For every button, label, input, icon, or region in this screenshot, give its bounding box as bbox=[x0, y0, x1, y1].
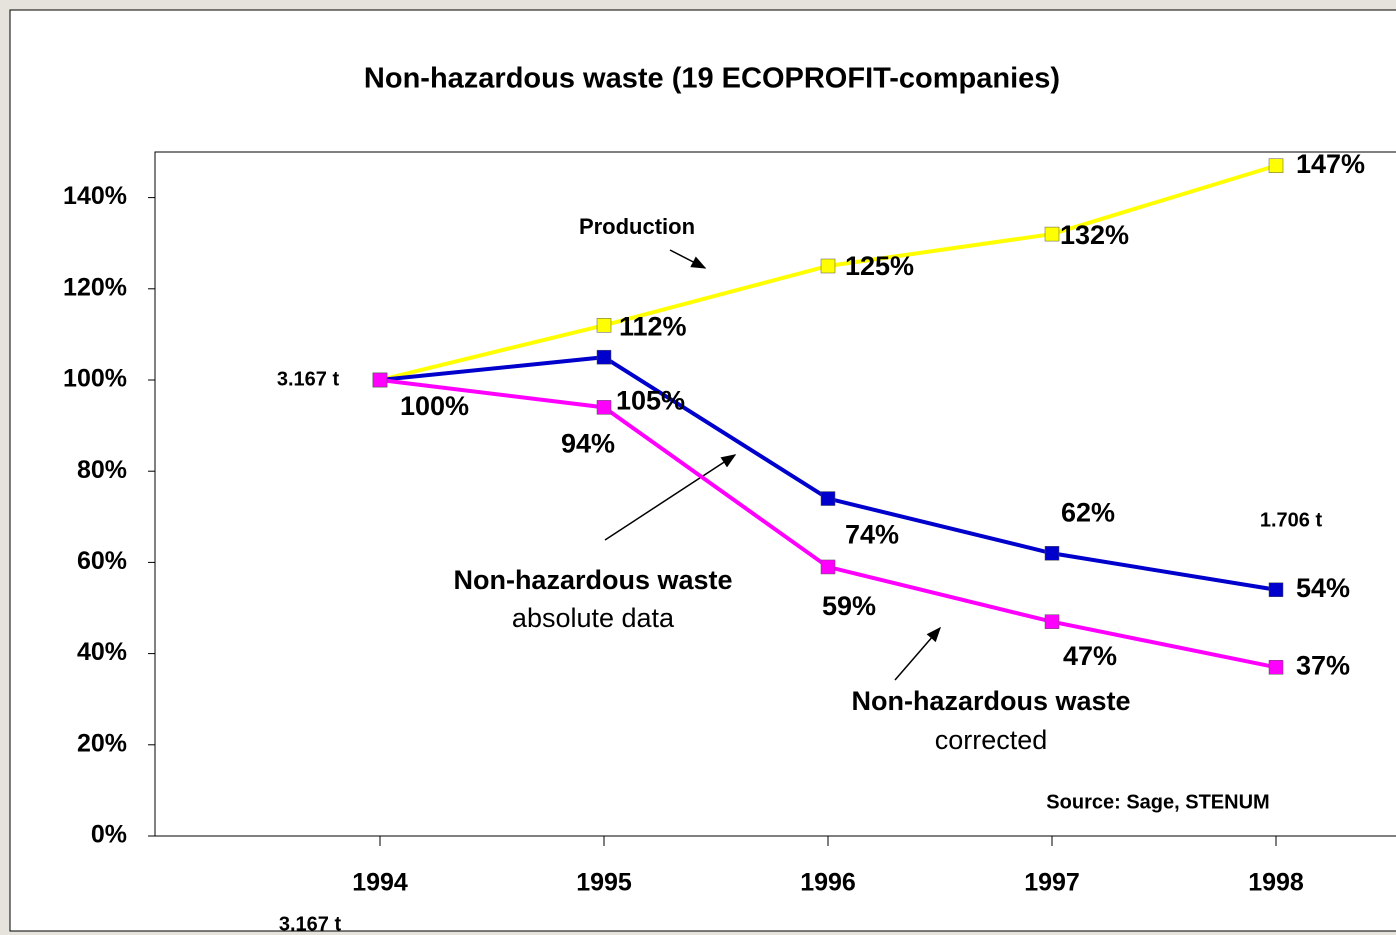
data-label: 105% bbox=[616, 385, 685, 415]
y-tick-label: 0% bbox=[91, 821, 127, 849]
data-label: 147% bbox=[1296, 149, 1365, 179]
x-tick-label: 1996 bbox=[800, 869, 856, 897]
marker bbox=[596, 349, 612, 365]
data-label: 74% bbox=[845, 520, 899, 550]
marker bbox=[596, 400, 612, 415]
marker bbox=[820, 258, 836, 274]
marker bbox=[1268, 582, 1284, 598]
y-tick-label: 60% bbox=[77, 547, 127, 575]
data-label: 47% bbox=[1063, 641, 1117, 671]
data-label: 37% bbox=[1296, 650, 1350, 680]
marker bbox=[820, 559, 836, 575]
annotation: Source: Sage, STENUM bbox=[1046, 791, 1269, 813]
data-label: 100% bbox=[400, 391, 469, 421]
x-tick-label: 1998 bbox=[1248, 869, 1304, 897]
marker bbox=[1044, 546, 1060, 561]
marker bbox=[820, 491, 836, 506]
data-label: 59% bbox=[822, 591, 876, 621]
marker bbox=[1044, 614, 1060, 629]
data-label: 125% bbox=[845, 251, 914, 281]
annotation: 3.167 t bbox=[277, 368, 340, 390]
marker bbox=[596, 318, 612, 333]
data-label: 94% bbox=[561, 428, 615, 458]
x-tick-label: 1997 bbox=[1024, 869, 1080, 897]
data-label: 132% bbox=[1060, 220, 1129, 250]
marker bbox=[1044, 226, 1060, 242]
annotation: 3.167 t bbox=[279, 913, 342, 935]
y-tick-label: 140% bbox=[63, 182, 127, 210]
annotation: Production bbox=[579, 214, 695, 239]
annotation: absolute data bbox=[512, 603, 675, 633]
annotation: Non-hazardous waste bbox=[453, 565, 732, 595]
marker bbox=[372, 372, 388, 388]
y-tick-label: 120% bbox=[63, 273, 127, 301]
annotation: corrected bbox=[935, 725, 1048, 755]
x-tick-label: 1995 bbox=[576, 869, 632, 897]
data-label: 54% bbox=[1296, 573, 1350, 603]
arrow bbox=[604, 454, 737, 541]
arrow bbox=[894, 626, 941, 681]
chart-title: Non-hazardous waste (19 ECOPROFIT-compan… bbox=[364, 63, 1060, 95]
annotation: Non-hazardous waste bbox=[851, 686, 1130, 716]
marker bbox=[1268, 660, 1284, 675]
arrow bbox=[669, 249, 707, 269]
y-tick-label: 100% bbox=[63, 365, 127, 393]
y-tick-label: 40% bbox=[77, 638, 127, 666]
marker bbox=[1268, 158, 1284, 173]
data-label: 62% bbox=[1061, 497, 1115, 527]
y-tick-label: 80% bbox=[77, 456, 127, 484]
x-tick-label: 1994 bbox=[352, 869, 408, 897]
annotation: 1.706 t bbox=[1260, 509, 1323, 531]
plot-area bbox=[154, 151, 1396, 837]
data-label: 112% bbox=[619, 311, 687, 341]
y-tick-label: 20% bbox=[77, 729, 127, 757]
